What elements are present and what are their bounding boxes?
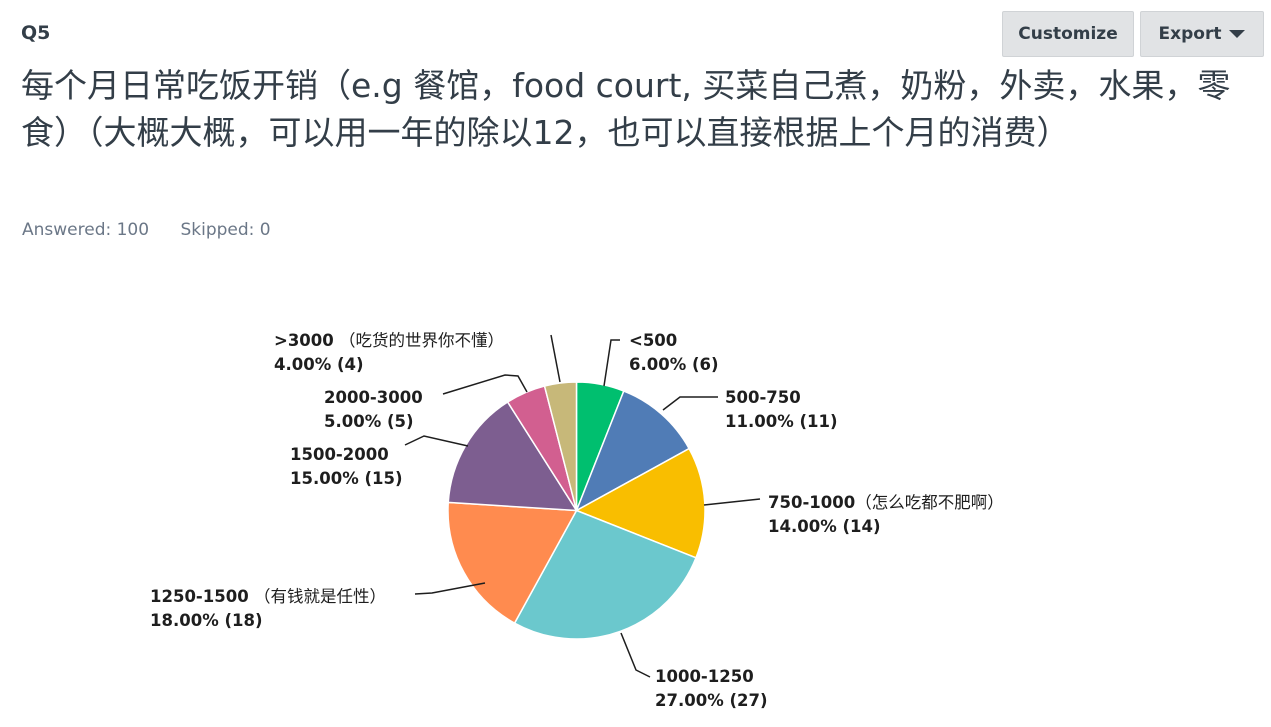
- slice-category: 500-750: [725, 388, 801, 407]
- slice-label: 500-750: [725, 388, 801, 407]
- leader-line: [414, 582, 486, 595]
- pie-slice[interactable]: [574, 447, 706, 559]
- leader-line: [703, 498, 761, 506]
- customize-button[interactable]: Customize: [1002, 11, 1134, 57]
- pie-slice[interactable]: [543, 381, 578, 511]
- leader-line: [404, 435, 469, 447]
- slice-category: >3000: [274, 331, 334, 350]
- answered-count: Answered: 100: [22, 220, 150, 240]
- slice-category: 1000-1250: [655, 667, 754, 686]
- slice-note: （有钱就是任性）: [249, 587, 386, 606]
- slice-category: 750-1000: [768, 493, 855, 512]
- slice-percent-label: 14.00% (14): [768, 517, 881, 536]
- slice-category: 1250-1500: [150, 587, 249, 606]
- pie-slice[interactable]: [513, 509, 697, 640]
- export-button[interactable]: Export: [1140, 11, 1264, 57]
- slice-percent-label: 27.00% (27): [655, 691, 768, 710]
- export-button-label: Export: [1158, 24, 1222, 44]
- leader-line: [662, 396, 718, 411]
- slice-label: 1250-1500 （有钱就是任性）: [150, 587, 386, 606]
- slice-label: <500: [629, 331, 677, 350]
- slice-category: 1500-2000: [290, 445, 389, 464]
- slice-note: （怎么吃都不肥啊）: [855, 493, 1004, 512]
- slice-label: 1500-2000: [290, 445, 389, 464]
- pie-slice[interactable]: [575, 390, 691, 513]
- response-stats: Answered: 100 Skipped: 0: [22, 220, 271, 240]
- slice-label: 750-1000（怎么吃都不肥啊）: [768, 493, 1004, 512]
- slice-label: 2000-3000: [324, 388, 423, 407]
- slice-label: >3000 （吃货的世界你不懂）: [274, 331, 504, 350]
- leader-line: [620, 632, 651, 678]
- skipped-count: Skipped: 0: [180, 220, 271, 240]
- slice-percent-label: 11.00% (11): [725, 412, 838, 431]
- slice-percent-label: 5.00% (5): [324, 412, 414, 431]
- question-title: 每个月日常吃饭开销（e.g 餐馆，food court, 买菜自己煮，奶粉，外卖…: [21, 66, 1231, 152]
- slice-percent-label: 15.00% (15): [290, 469, 403, 488]
- slice-category: 2000-3000: [324, 388, 423, 407]
- leader-line: [550, 334, 561, 383]
- slice-label: 1000-1250: [655, 667, 754, 686]
- leader-line: [442, 374, 528, 395]
- slice-percent-label: 4.00% (4): [274, 355, 364, 374]
- caret-down-icon: [1229, 30, 1246, 38]
- leader-line: [603, 339, 620, 387]
- slice-category: <500: [629, 331, 677, 350]
- customize-button-label: Customize: [1018, 24, 1118, 44]
- slice-percent-label: 6.00% (6): [629, 355, 719, 374]
- slice-percent-label: 18.00% (18): [150, 611, 263, 630]
- pie-slice[interactable]: [447, 501, 578, 625]
- slice-note: （吃货的世界你不懂）: [334, 331, 504, 350]
- question-number: Q5: [21, 22, 51, 44]
